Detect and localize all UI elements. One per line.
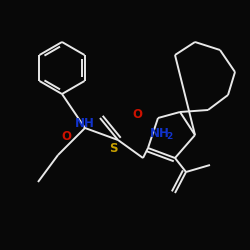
Text: NH: NH: [150, 127, 170, 140]
Text: S: S: [110, 142, 118, 155]
Text: O: O: [61, 130, 71, 143]
Text: O: O: [132, 108, 142, 121]
Text: 2: 2: [166, 132, 172, 141]
Text: NH: NH: [74, 117, 94, 130]
